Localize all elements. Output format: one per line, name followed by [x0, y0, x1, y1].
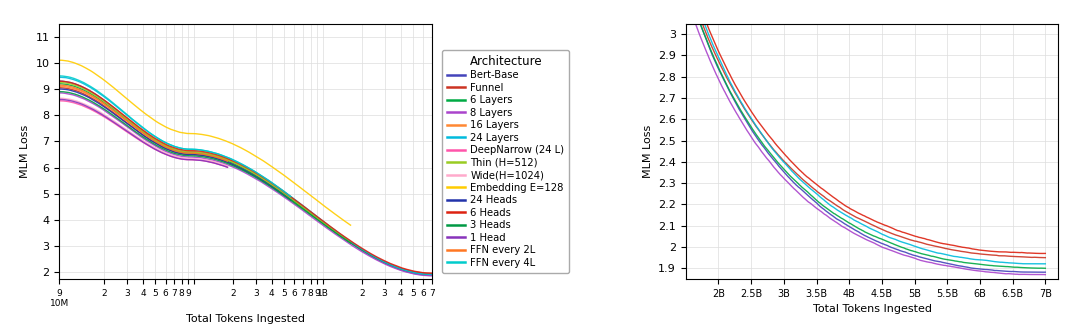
X-axis label: Total Tokens Ingested: Total Tokens Ingested — [186, 313, 306, 324]
X-axis label: Total Tokens Ingested: Total Tokens Ingested — [812, 304, 932, 314]
Y-axis label: MLM Loss: MLM Loss — [643, 125, 652, 178]
Legend: Bert-Base, Funnel, 6 Layers, 8 Layers, 16 Layers, 24 Layers, DeepNarrow (24 L), : Bert-Base, Funnel, 6 Layers, 8 Layers, 1… — [443, 50, 569, 273]
Y-axis label: MLM Loss: MLM Loss — [21, 125, 30, 178]
